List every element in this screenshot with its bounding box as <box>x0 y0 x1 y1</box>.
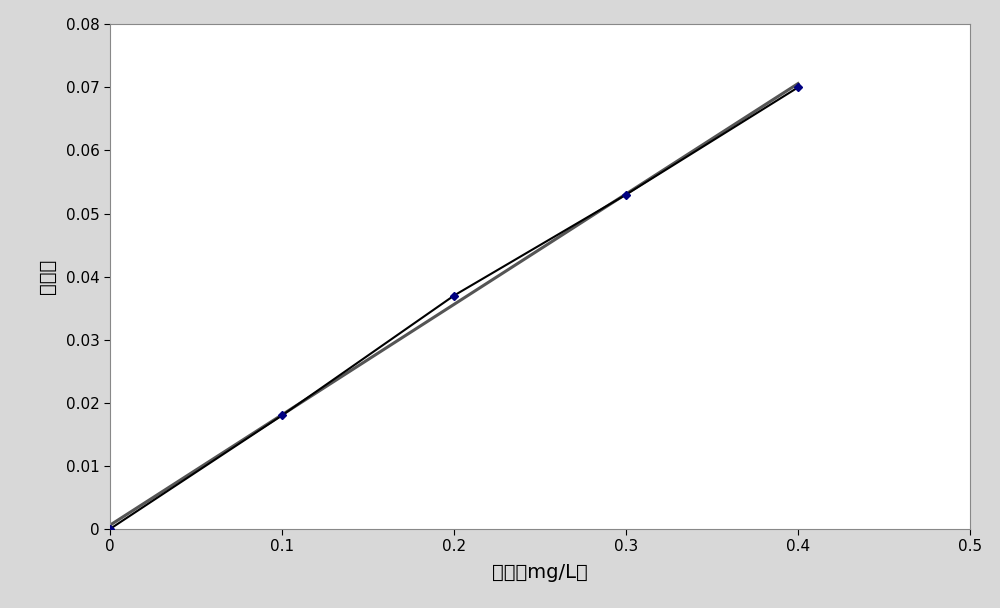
Y-axis label: 吸光度: 吸光度 <box>38 259 57 294</box>
X-axis label: 浓度（mg/L）: 浓度（mg/L） <box>492 563 588 582</box>
